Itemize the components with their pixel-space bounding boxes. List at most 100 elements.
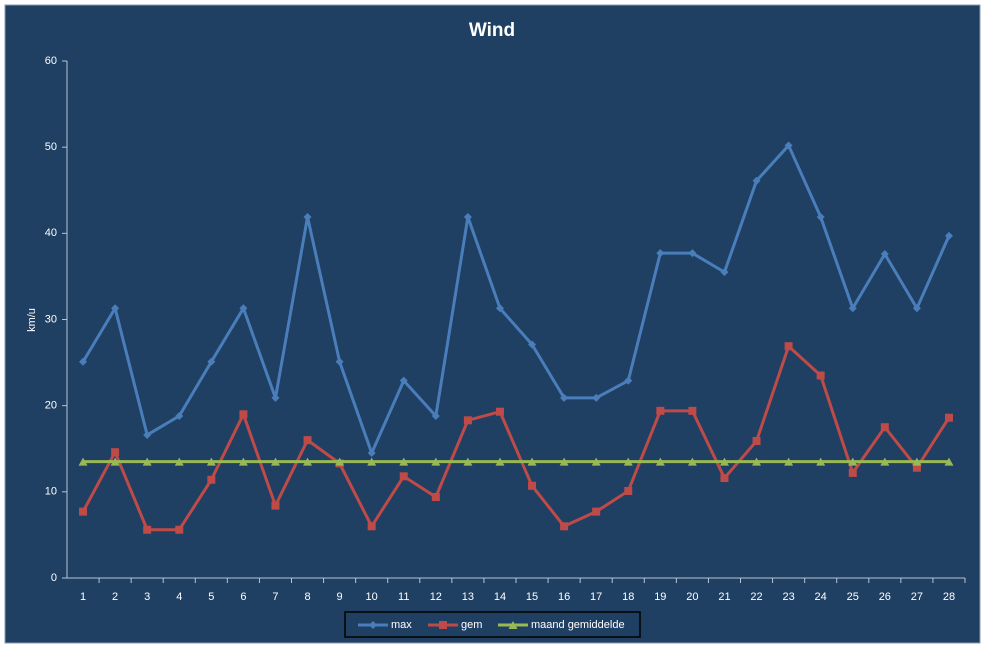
y-tick-label: 0 <box>51 572 57 584</box>
data-point <box>912 304 921 313</box>
data-point <box>79 357 88 366</box>
x-tick-label: 27 <box>911 591 923 603</box>
x-tick-label: 3 <box>144 591 150 603</box>
data-point <box>720 268 729 277</box>
data-point <box>816 212 825 221</box>
data-point <box>687 457 697 466</box>
legend-marker <box>439 621 447 629</box>
data-point <box>271 393 280 402</box>
data-point <box>944 457 954 466</box>
data-point <box>495 304 504 313</box>
data-point <box>207 357 216 366</box>
data-point <box>431 457 441 466</box>
data-point <box>688 249 697 258</box>
data-point <box>431 412 440 421</box>
x-tick-label: 18 <box>622 591 634 603</box>
y-tick-label: 50 <box>45 141 57 153</box>
data-point <box>431 493 440 502</box>
legend-label: max <box>391 619 412 631</box>
chart-title: Wind <box>469 20 515 41</box>
data-point <box>335 457 345 466</box>
y-tick-label: 10 <box>45 486 57 498</box>
chart-area <box>4 4 981 644</box>
data-point <box>880 423 889 432</box>
data-point <box>174 457 184 466</box>
data-point <box>560 522 569 531</box>
data-point <box>719 457 729 466</box>
data-point <box>206 457 216 466</box>
data-point <box>143 525 152 534</box>
x-tick-label: 11 <box>398 591 409 603</box>
data-point <box>848 457 858 466</box>
data-point <box>560 393 569 402</box>
data-point <box>367 522 376 531</box>
data-point <box>239 304 248 313</box>
data-point <box>399 376 408 385</box>
data-point <box>656 406 665 415</box>
data-point <box>592 393 601 402</box>
data-point <box>175 412 184 421</box>
x-tick-label: 12 <box>430 591 442 603</box>
data-point <box>367 449 376 458</box>
data-point <box>912 463 921 472</box>
legend-label: maand gemiddelde <box>531 619 625 631</box>
x-tick-label: 22 <box>750 591 762 603</box>
x-tick-label: 10 <box>366 591 378 603</box>
data-point <box>271 501 280 510</box>
data-point <box>848 468 857 477</box>
data-point <box>656 249 665 258</box>
data-point <box>399 472 408 481</box>
y-tick-label: 30 <box>45 313 57 325</box>
data-point <box>752 176 761 185</box>
x-tick-label: 7 <box>272 591 278 603</box>
y-tick-label: 20 <box>45 400 57 412</box>
data-point <box>143 430 152 439</box>
data-point <box>816 371 825 380</box>
x-tick-label: 2 <box>112 591 118 603</box>
data-point <box>944 413 953 422</box>
y-tick-label: 60 <box>45 55 57 67</box>
data-point <box>655 457 665 466</box>
legend-label: gem <box>461 619 482 631</box>
data-point <box>335 357 344 366</box>
x-tick-label: 15 <box>526 591 538 603</box>
x-tick-label: 24 <box>815 591 827 603</box>
x-tick-label: 25 <box>847 591 859 603</box>
data-point <box>752 436 761 445</box>
x-tick-label: 17 <box>590 591 602 603</box>
data-point <box>270 457 280 466</box>
data-point <box>142 457 152 466</box>
data-point <box>944 231 953 240</box>
data-point <box>111 304 120 313</box>
data-point <box>78 457 88 466</box>
data-point <box>175 525 184 534</box>
data-point <box>720 474 729 483</box>
data-point <box>816 457 826 466</box>
data-point <box>784 457 794 466</box>
data-point <box>592 507 601 516</box>
data-point <box>238 457 248 466</box>
data-point <box>303 212 312 221</box>
data-point <box>79 507 88 516</box>
data-point <box>591 457 601 466</box>
data-point <box>239 410 248 419</box>
x-tick-label: 5 <box>208 591 214 603</box>
data-point <box>880 457 890 466</box>
data-point <box>912 457 922 466</box>
data-point <box>303 436 312 445</box>
data-point <box>880 250 889 259</box>
x-tick-label: 28 <box>943 591 955 603</box>
data-point <box>463 457 473 466</box>
x-tick-label: 1 <box>80 591 86 603</box>
data-point <box>848 304 857 313</box>
data-point <box>495 457 505 466</box>
data-point <box>624 376 633 385</box>
data-point <box>367 457 377 466</box>
data-point <box>623 457 633 466</box>
x-tick-label: 21 <box>718 591 730 603</box>
x-tick-label: 4 <box>176 591 182 603</box>
series-line <box>81 344 951 532</box>
x-tick-label: 14 <box>494 591 506 603</box>
